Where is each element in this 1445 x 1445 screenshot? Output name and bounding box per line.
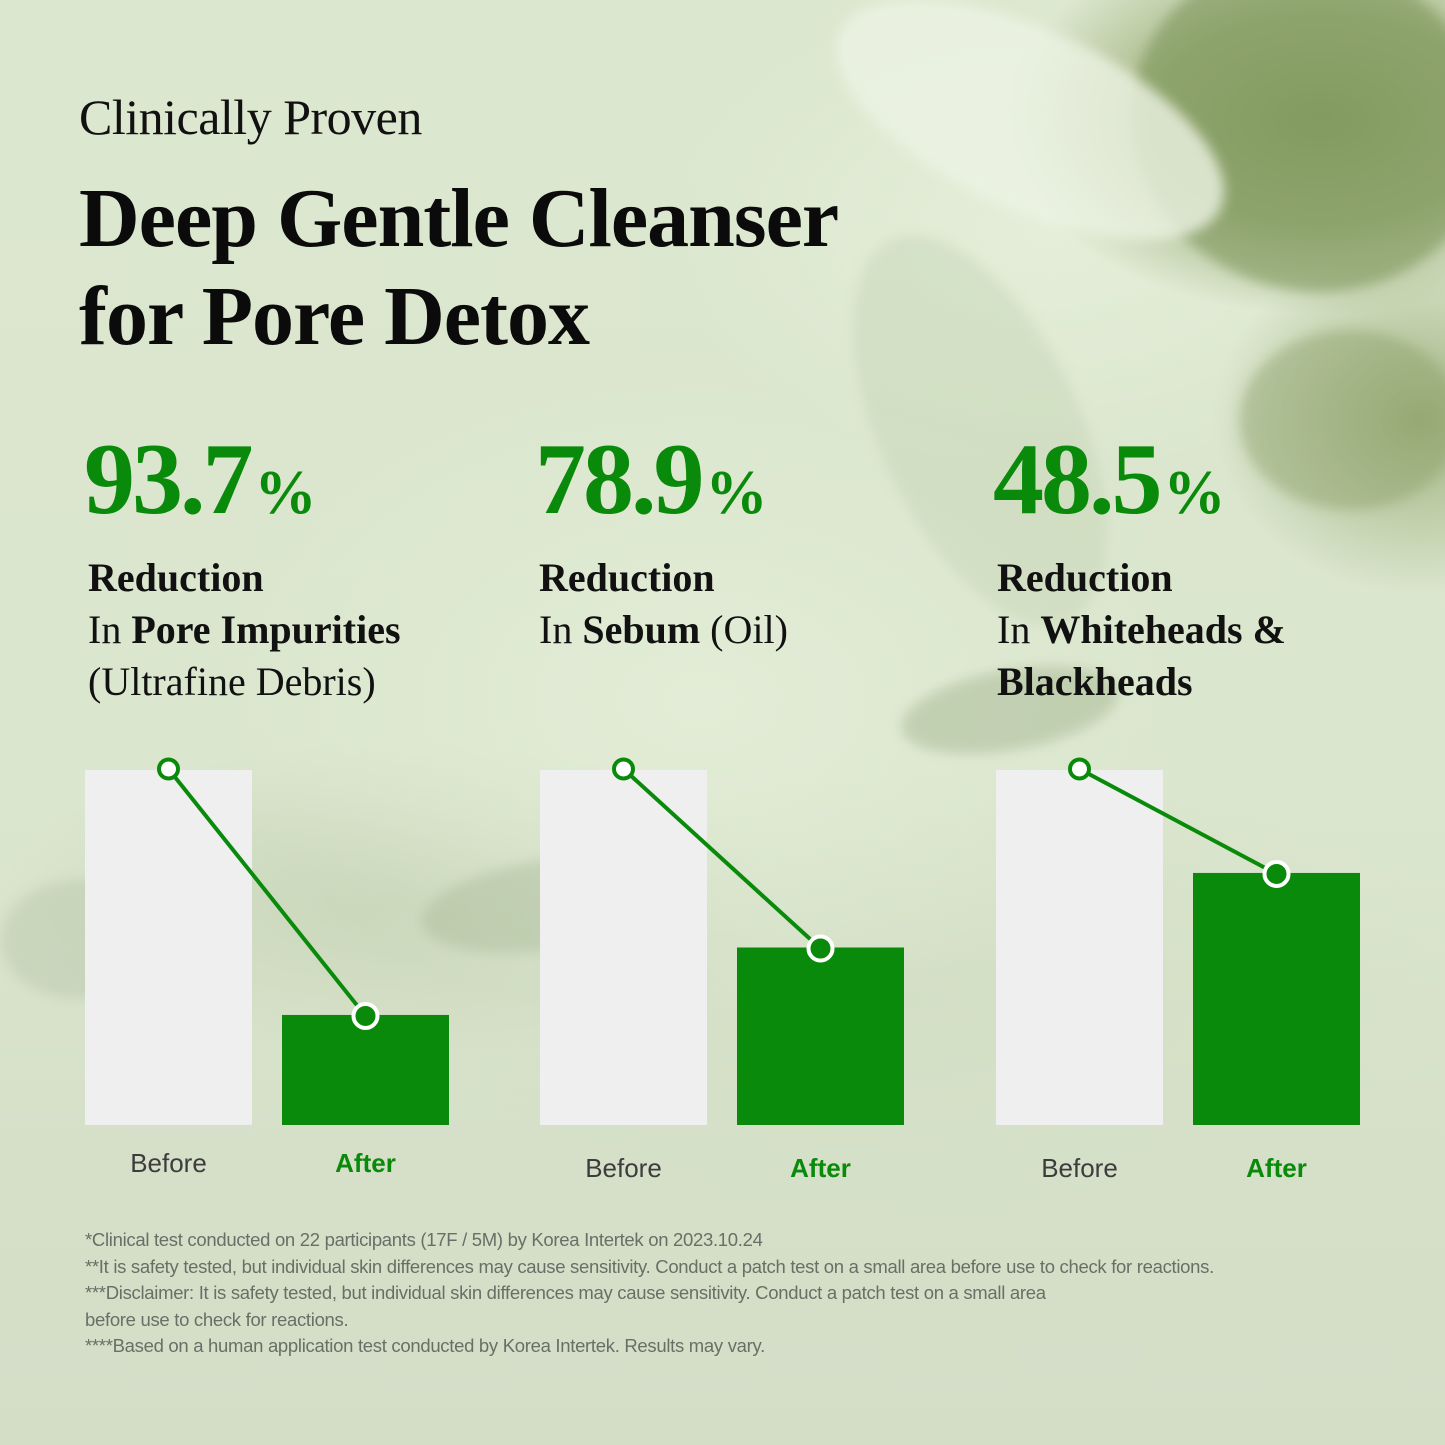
stat-pore-impurities: 93.7% Reduction In Pore Impurities (Ultr… bbox=[84, 425, 524, 708]
stat-subject: Sebum bbox=[582, 607, 701, 652]
chart-whiteheads-blackheads: Before After bbox=[996, 755, 1376, 1185]
before-label: Before bbox=[1041, 1153, 1118, 1183]
trend-line bbox=[622, 767, 822, 950]
chart-sebum: Before After bbox=[540, 755, 920, 1185]
before-label: Before bbox=[585, 1153, 662, 1183]
trend-line bbox=[166, 767, 368, 1018]
stat-prefix: In bbox=[997, 607, 1041, 652]
after-marker-icon bbox=[351, 1001, 380, 1030]
before-bar bbox=[540, 770, 707, 1125]
after-marker-icon bbox=[806, 934, 835, 963]
stat-number: 48.5 bbox=[993, 423, 1162, 536]
stat-heading: Reduction bbox=[997, 555, 1173, 600]
title-line-1: Deep Gentle Cleanser bbox=[79, 172, 839, 265]
footnote: before use to check for reactions. bbox=[85, 1308, 349, 1330]
trend-line bbox=[1078, 767, 1278, 876]
before-after-bar-chart bbox=[540, 757, 904, 1125]
stat-description: Reduction In Pore Impurities (Ultrafine … bbox=[84, 552, 524, 708]
before-marker-icon bbox=[157, 757, 180, 781]
stat-value: 93.7% bbox=[84, 425, 524, 548]
after-bar bbox=[282, 1014, 449, 1125]
stat-value: 78.9% bbox=[535, 425, 975, 548]
stat-description: Reduction In Sebum (Oil) bbox=[535, 552, 975, 656]
stat-prefix: In bbox=[539, 607, 583, 652]
stat-subject: Pore Impurities bbox=[131, 607, 401, 652]
stat-sebum: 78.9% Reduction In Sebum (Oil) bbox=[535, 425, 975, 656]
stat-number: 93.7 bbox=[84, 423, 253, 536]
footnote: *Clinical test conducted on 22 participa… bbox=[85, 1229, 763, 1250]
stat-detail: Blackheads bbox=[997, 659, 1193, 704]
stat-number: 78.9 bbox=[535, 423, 704, 536]
stat-suffix: (Oil) bbox=[700, 607, 788, 652]
stat-heading: Reduction bbox=[88, 555, 264, 600]
stat-prefix: In bbox=[88, 607, 132, 652]
footnote: ***Disclaimer: It is safety tested, but … bbox=[85, 1282, 1046, 1303]
before-label: Before bbox=[130, 1148, 207, 1178]
after-label: After bbox=[1246, 1153, 1307, 1183]
stat-description: Reduction In Whiteheads & Blackheads bbox=[993, 552, 1433, 708]
before-marker-icon bbox=[612, 757, 635, 781]
after-label: After bbox=[790, 1153, 851, 1183]
stat-whiteheads-blackheads: 48.5% Reduction In Whiteheads & Blackhea… bbox=[993, 425, 1433, 708]
stat-value: 48.5% bbox=[993, 425, 1433, 548]
stat-detail: (Ultrafine Debris) bbox=[88, 659, 376, 704]
page-title: Deep Gentle Cleanser for Pore Detox bbox=[79, 170, 839, 366]
before-after-bar-chart bbox=[85, 757, 449, 1125]
stat-subject: Whiteheads & bbox=[1040, 607, 1286, 652]
after-label: After bbox=[335, 1148, 396, 1178]
before-after-bar-chart bbox=[996, 757, 1360, 1125]
background-shadow bbox=[1240, 330, 1445, 510]
eyebrow-text: Clinically Proven bbox=[79, 89, 422, 145]
chart-pore-impurities: Before After bbox=[85, 755, 465, 1185]
footnotes: *Clinical test conducted on 22 participa… bbox=[85, 1227, 1385, 1360]
stat-heading: Reduction bbox=[539, 555, 715, 600]
after-bar bbox=[737, 947, 904, 1125]
after-bar bbox=[1193, 872, 1360, 1125]
before-bar bbox=[996, 770, 1163, 1125]
percent-sign: % bbox=[254, 459, 317, 527]
before-marker-icon bbox=[1068, 757, 1091, 781]
before-bar bbox=[85, 770, 252, 1125]
footnote: ****Based on a human application test co… bbox=[85, 1335, 765, 1356]
after-marker-icon bbox=[1262, 859, 1291, 888]
title-line-2: for Pore Detox bbox=[79, 270, 590, 363]
footnote: **It is safety tested, but individual sk… bbox=[85, 1255, 1214, 1277]
percent-sign: % bbox=[705, 459, 768, 527]
percent-sign: % bbox=[1163, 459, 1226, 527]
